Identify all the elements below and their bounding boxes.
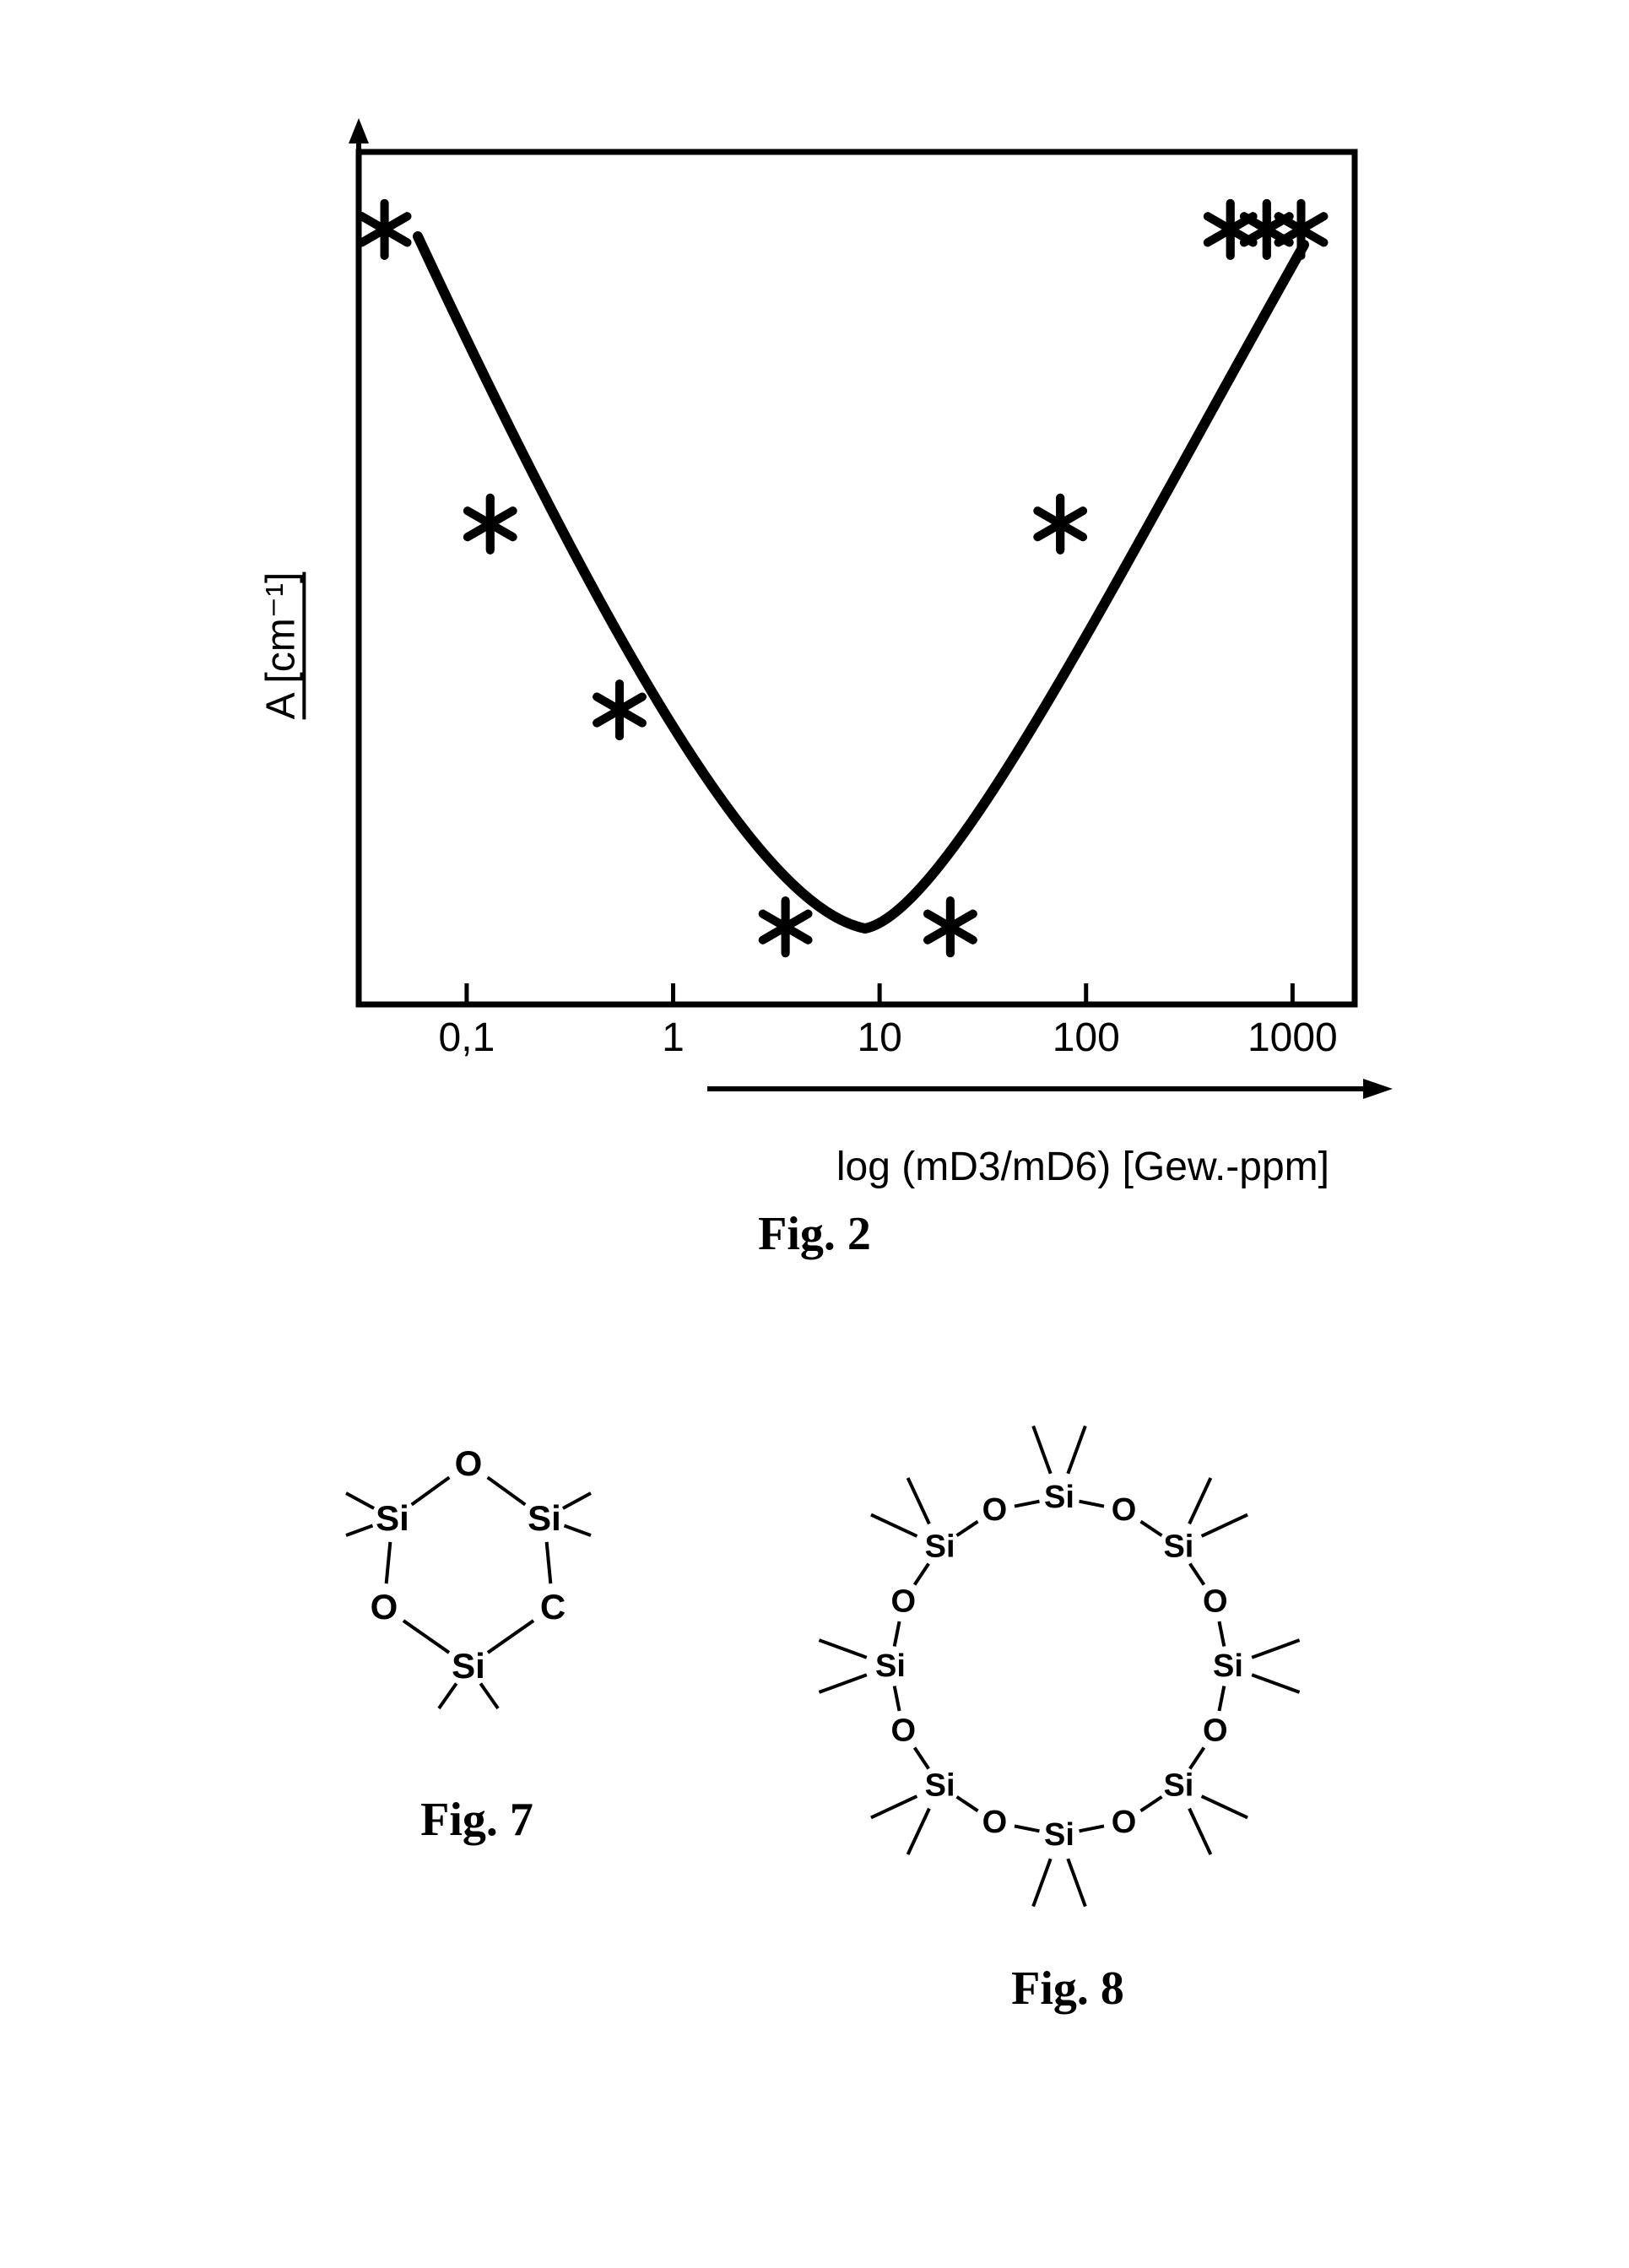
- svg-text:Si: Si: [925, 1767, 955, 1803]
- x-axis-label: log (mD3/mD6) [Gew.-ppm]: [308, 1144, 1363, 1190]
- figure-8-block: SiOSiOSiOSiOSiOSiOSiOSiO Fig. 8: [806, 1413, 1329, 2016]
- molecule-d3: O Si Si O C Si: [300, 1413, 654, 1767]
- svg-text:O: O: [371, 1587, 398, 1627]
- figure-2-caption: Fig. 2: [758, 1207, 871, 1261]
- chart-container: A [cm⁻¹] 0,11101001000 log (mD3/mD6) [Ge…: [308, 101, 1405, 1190]
- svg-text:O: O: [1203, 1713, 1228, 1749]
- svg-text:O: O: [982, 1492, 1008, 1528]
- svg-text:100: 100: [1053, 1015, 1120, 1060]
- svg-text:Si: Si: [875, 1648, 906, 1684]
- svg-text:Si: Si: [528, 1498, 561, 1538]
- svg-text:10: 10: [857, 1015, 901, 1060]
- figures-page: A [cm⁻¹] 0,1 1 10 100 1000 log (mD3/mD6) [Ge…: [169, 68, 1460, 2016]
- bottom-figures-row: OSiSiOCSi Fig. 7 SiOSiOSiOSiOSiOSiOSiOSi…: [169, 1413, 1460, 2016]
- molecule-d8: SiOSiOSiOSiOSiOSiOSiOSiO: [806, 1413, 1329, 1936]
- svg-text:Si: Si: [1213, 1648, 1243, 1684]
- svg-text:Si: Si: [1163, 1767, 1193, 1803]
- chart-plot: 0,1 1 10 100 1000: [308, 101, 1405, 1114]
- figure-2-block: A [cm⁻¹] 0,1 1 10 100 1000 log (mD3/mD6) [Ge…: [224, 68, 1405, 1261]
- svg-text:Si: Si: [925, 1529, 955, 1565]
- svg-text:Si: Si: [1044, 1817, 1074, 1853]
- figure-7-caption: Fig. 7: [420, 1793, 533, 1847]
- svg-text:O: O: [982, 1805, 1008, 1840]
- figure-8-caption: Fig. 8: [1011, 1962, 1124, 2016]
- svg-text:Si: Si: [1044, 1480, 1074, 1515]
- svg-text:Si: Si: [376, 1498, 409, 1538]
- svg-text:O: O: [1112, 1492, 1137, 1528]
- svg-text:1: 1: [662, 1015, 685, 1060]
- svg-text:O: O: [890, 1713, 916, 1749]
- figure-7-block: O Si Si O C Si Fig. 7: [300, 1413, 654, 2016]
- svg-text:0,1: 0,1: [439, 1015, 495, 1060]
- svg-text:O: O: [1203, 1583, 1228, 1619]
- svg-text:Si: Si: [1163, 1529, 1193, 1565]
- svg-text:1000: 1000: [1247, 1015, 1338, 1060]
- svg-text:C: C: [540, 1587, 566, 1627]
- svg-text:O: O: [890, 1583, 916, 1619]
- svg-text:Si: Si: [452, 1646, 485, 1686]
- y-axis-label: A [cm⁻¹]: [257, 572, 304, 720]
- svg-text:O: O: [1112, 1805, 1137, 1840]
- svg-text:O: O: [455, 1443, 483, 1483]
